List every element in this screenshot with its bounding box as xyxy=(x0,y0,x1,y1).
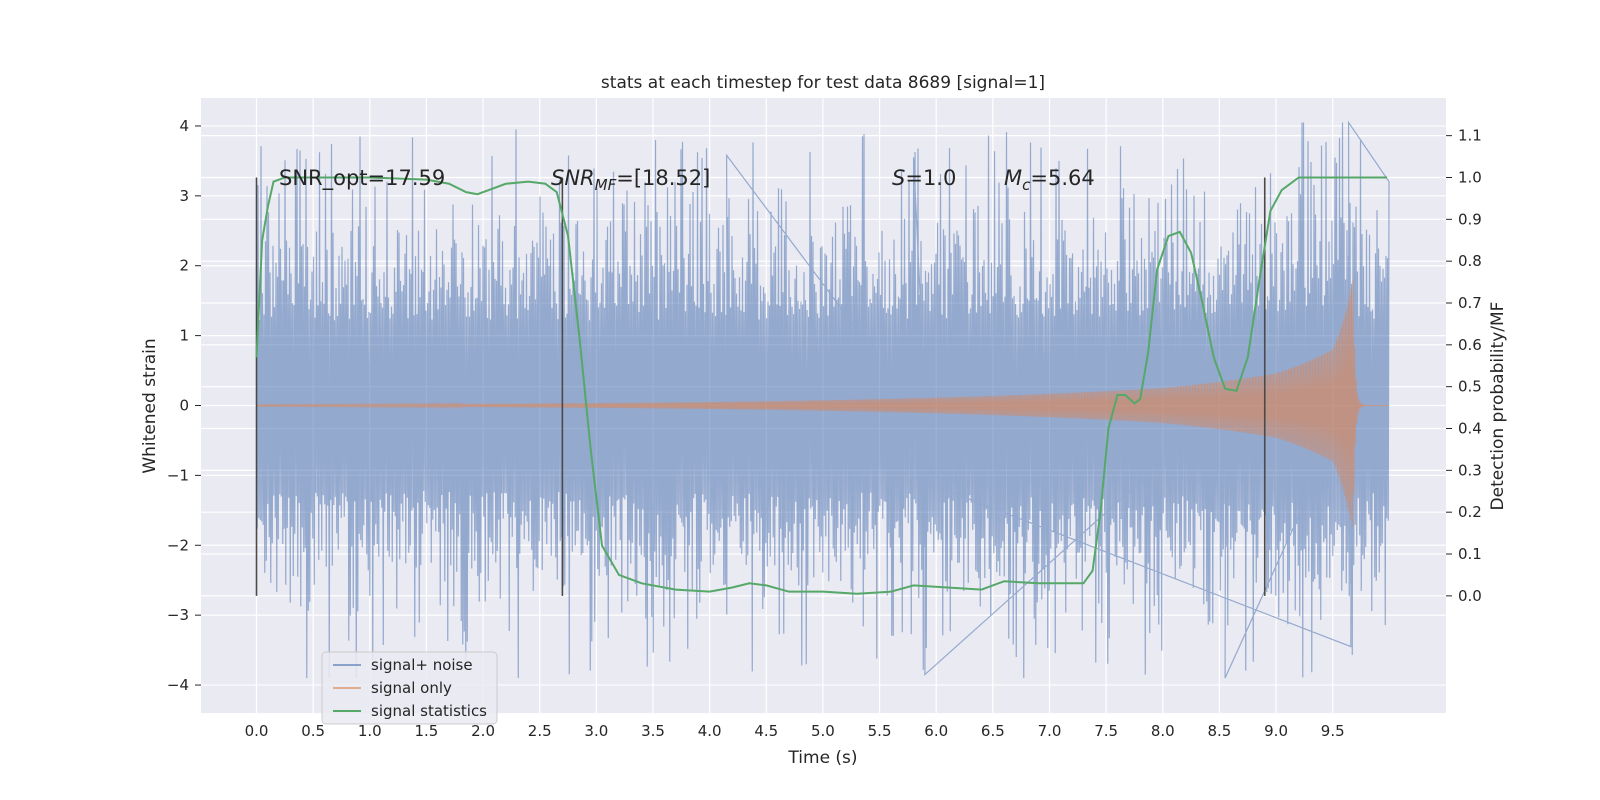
signal-only-series xyxy=(256,280,1390,528)
y-tick-label: 3 xyxy=(179,187,189,205)
x-axis-label: Time (s) xyxy=(787,748,857,768)
y-tick-label: −4 xyxy=(167,676,189,694)
annotation-subscript: MF xyxy=(595,176,617,194)
annotation-symbol: M xyxy=(1004,166,1022,190)
y2-tick-label: 0.9 xyxy=(1458,210,1482,228)
x-tick-label: 6.0 xyxy=(924,722,948,740)
legend-box xyxy=(321,651,498,725)
legend: signal+ noise signal only signal statistic… xyxy=(321,651,498,725)
y2-tick-label: 0.1 xyxy=(1458,545,1482,563)
legend-label: signal statistics xyxy=(371,702,487,720)
x-axis-ticks: 0.0 0.5 1.0 1.5 2.0 2.5 3.0 3.5 4.0 4.5 5.0 5.5 6.0 6… xyxy=(245,722,1345,740)
x-tick-label: 5.0 xyxy=(811,722,835,740)
y-axis-ticks: 4 3 2 1 0 −1 −2 −3 −4 xyxy=(167,117,201,694)
y-tick-label: 2 xyxy=(179,257,189,275)
annotation: SNR_opt=17.59 xyxy=(279,166,445,191)
x-tick-label: 0.5 xyxy=(301,722,325,740)
y2-tick-label: 0.8 xyxy=(1458,252,1482,270)
signal-statistics-series xyxy=(255,176,1388,595)
x-tick-label: 6.5 xyxy=(981,722,1005,740)
y-tick-label: 0 xyxy=(179,397,189,415)
chart-title: stats at each timestep for test data 868… xyxy=(601,73,1045,93)
y2-tick-label: 0.0 xyxy=(1458,587,1482,605)
y2-axis-label: Detection probability/MF xyxy=(1488,302,1508,511)
x-tick-label: 1.0 xyxy=(358,722,382,740)
annotation: S=1.0 xyxy=(892,166,956,190)
annotation-value: =1.0 xyxy=(905,166,956,190)
x-tick-label: 3.0 xyxy=(584,722,608,740)
y-tick-label: −3 xyxy=(167,606,189,624)
y2-tick-label: 1.1 xyxy=(1458,127,1482,145)
x-tick-label: 3.5 xyxy=(641,722,665,740)
x-tick-label: 4.5 xyxy=(754,722,778,740)
y2-tick-label: 0.2 xyxy=(1458,503,1482,521)
y-tick-label: 1 xyxy=(179,327,189,345)
annotation: Mc=5.64 xyxy=(1004,166,1095,194)
y2-tick-label: 0.5 xyxy=(1458,378,1482,396)
legend-label: signal only xyxy=(371,679,452,697)
annotation-value: =[18.52] xyxy=(616,166,710,190)
annotation-symbol: SNR xyxy=(551,166,595,190)
y-tick-label: −1 xyxy=(167,466,189,484)
x-tick-label: 7.0 xyxy=(1038,722,1062,740)
y2-tick-label: 0.7 xyxy=(1458,294,1482,312)
annotation-text: SNR_opt=17.59 xyxy=(279,166,445,191)
x-tick-label: 5.5 xyxy=(868,722,892,740)
y-axis-label: Whitened strain xyxy=(140,338,160,473)
series-layer xyxy=(255,120,1390,679)
y2-tick-label: 1.0 xyxy=(1458,168,1482,186)
legend-label: signal+ noise xyxy=(371,656,473,674)
x-tick-label: 2.5 xyxy=(528,722,552,740)
x-tick-label: 7.5 xyxy=(1094,722,1118,740)
x-tick-label: 8.5 xyxy=(1208,722,1232,740)
annotation-subscript: c xyxy=(1022,176,1031,194)
annotation-symbol: S xyxy=(892,166,905,190)
annotation: SNRMF=[18.52] xyxy=(551,166,710,194)
y-tick-label: −2 xyxy=(167,536,189,554)
annotation-value: =5.64 xyxy=(1030,166,1094,190)
x-tick-label: 2.0 xyxy=(471,722,495,740)
y-tick-label: 4 xyxy=(179,117,189,135)
y2-tick-label: 0.3 xyxy=(1458,461,1482,479)
x-tick-label: 8.0 xyxy=(1151,722,1175,740)
x-tick-label: 1.5 xyxy=(415,722,439,740)
y2-tick-label: 0.4 xyxy=(1458,420,1482,438)
x-tick-label: 0.0 xyxy=(245,722,269,740)
y2-tick-label: 0.6 xyxy=(1458,336,1482,354)
x-tick-label: 4.0 xyxy=(698,722,722,740)
x-tick-label: 9.5 xyxy=(1321,722,1345,740)
annotations: SNR_opt=17.59 SNRMF=[18.52] S=1.0 Mc=5.64 xyxy=(279,166,1095,194)
x-tick-label: 9.0 xyxy=(1264,722,1288,740)
y2-axis-ticks: 1.1 1.0 0.9 0.8 0.7 0.6 0.5 0.4 0.3 0.2 0.1 0.0 xyxy=(1446,127,1482,605)
